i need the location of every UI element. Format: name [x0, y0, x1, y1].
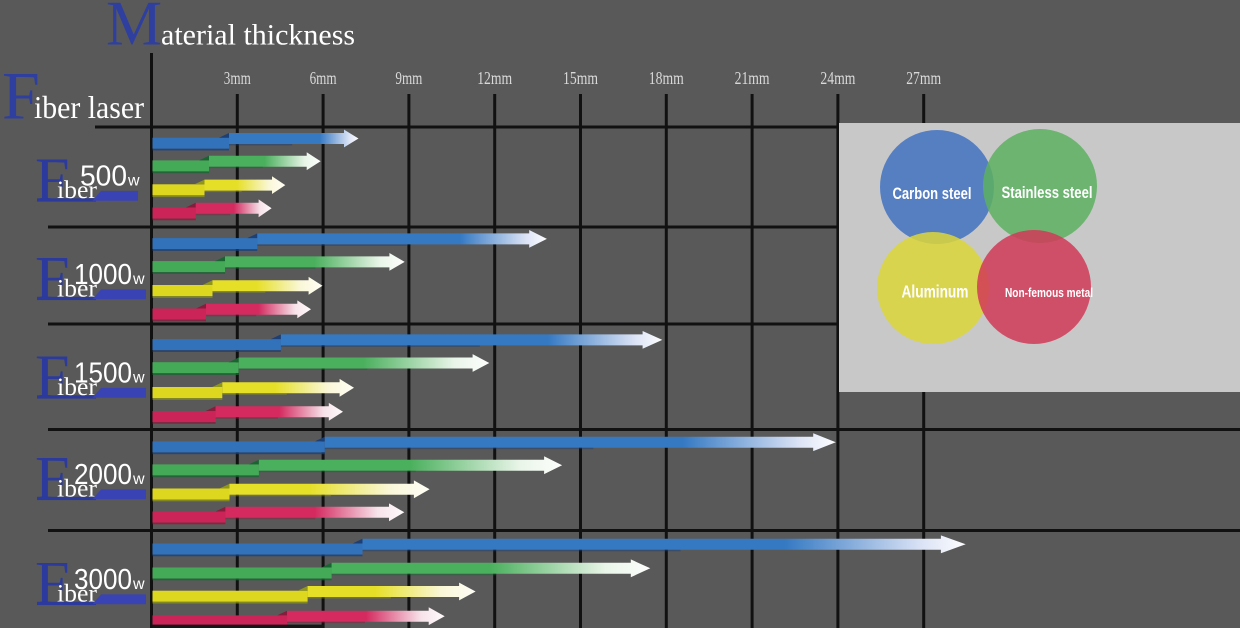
svg-text:1500w: 1500w: [74, 358, 145, 390]
svg-text:Non-femous metal: Non-femous metal: [1005, 285, 1093, 300]
svg-text:iber laser: iber laser: [34, 89, 144, 125]
svg-text:iber: iber: [57, 177, 98, 204]
svg-text:Aluminum: Aluminum: [902, 282, 969, 302]
svg-text:1000w: 1000w: [74, 259, 145, 291]
svg-text:F: F: [35, 344, 69, 412]
svg-text:F: F: [35, 550, 69, 618]
svg-text:3mm: 3mm: [224, 68, 251, 88]
svg-text:15mm: 15mm: [563, 68, 598, 88]
svg-text:iber: iber: [57, 581, 98, 608]
svg-text:27mm: 27mm: [906, 68, 941, 88]
svg-text:6mm: 6mm: [310, 68, 337, 88]
svg-text:12mm: 12mm: [477, 68, 512, 88]
svg-text:18mm: 18mm: [649, 68, 684, 88]
svg-text:aterial thickness: aterial thickness: [161, 19, 355, 52]
svg-text:M: M: [106, 0, 162, 59]
svg-text:500w: 500w: [80, 161, 140, 193]
svg-text:3000w: 3000w: [74, 564, 145, 596]
svg-text:F: F: [35, 147, 69, 215]
svg-text:iber: iber: [57, 476, 98, 503]
svg-text:Stainless steel: Stainless steel: [1002, 183, 1093, 202]
svg-text:21mm: 21mm: [735, 68, 770, 88]
svg-text:F: F: [35, 445, 69, 513]
svg-text:iber: iber: [57, 276, 98, 303]
svg-text:F: F: [2, 58, 40, 134]
svg-text:2000w: 2000w: [74, 459, 145, 491]
svg-text:24mm: 24mm: [820, 68, 855, 88]
svg-text:iber: iber: [57, 374, 98, 401]
svg-text:9mm: 9mm: [395, 68, 422, 88]
svg-text:F: F: [35, 245, 69, 313]
svg-text:Carbon steel: Carbon steel: [893, 184, 972, 203]
